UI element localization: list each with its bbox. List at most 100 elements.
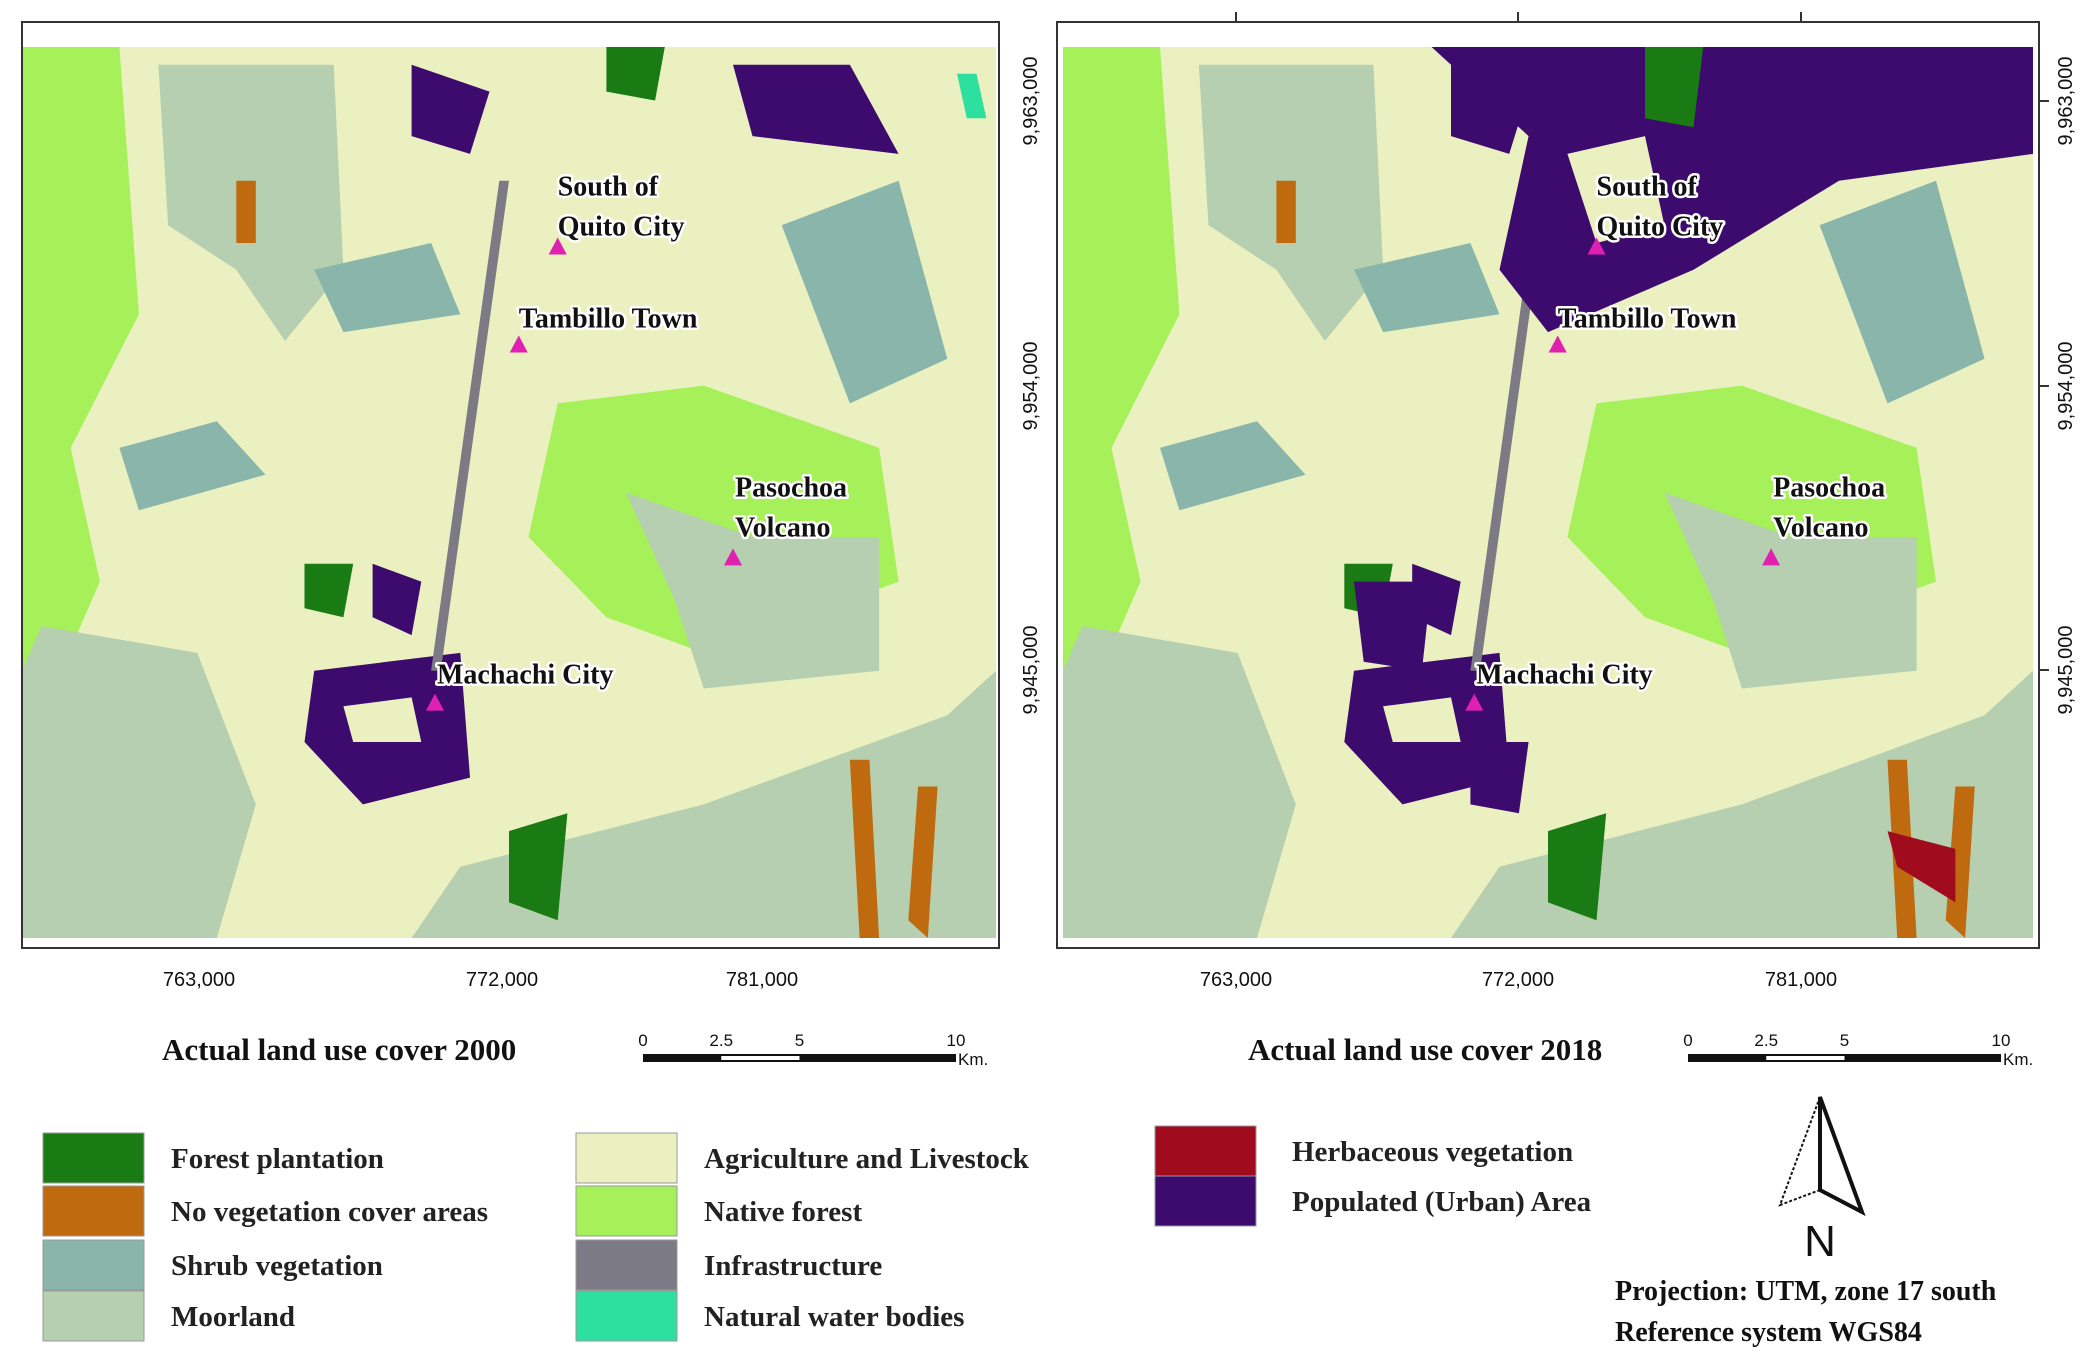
scale-unit: Km. (958, 1050, 988, 1069)
land-cover (781, 180, 948, 404)
place-label: Volcano (1773, 512, 1868, 543)
legend-swatch (42, 1132, 145, 1184)
scale-bar (1766, 1056, 1845, 1060)
land-cover (733, 64, 899, 154)
scale-unit: Km. (2003, 1050, 2033, 1069)
land-cover (1354, 243, 1500, 333)
place-marker (1465, 693, 1484, 711)
x-tick-label: 763,000 (163, 969, 235, 991)
land-cover (431, 180, 509, 671)
legend-swatch (575, 1290, 678, 1342)
place-label: Tambillo Town (519, 303, 698, 334)
x-tick-label: 772,000 (1482, 969, 1554, 991)
land-cover (1160, 421, 1306, 511)
y-tick-label: 9,954,000 (2055, 342, 2077, 431)
place-label: South of (1597, 171, 1698, 202)
place-marker (1587, 237, 1606, 255)
land-cover (625, 492, 880, 689)
x-tick-label: 781,000 (726, 969, 798, 991)
map-frame (21, 21, 1000, 949)
x-tick-label: 763,000 (1200, 969, 1272, 991)
map-frame (1056, 21, 2040, 949)
land-cover (849, 759, 880, 938)
land-cover (1063, 47, 1180, 760)
land-cover (1063, 626, 1296, 938)
note: Reference system WGS84 (1615, 1317, 1922, 1348)
y-tick-label: 9,963,000 (2055, 57, 2077, 146)
x-tick-label: 772,000 (466, 969, 538, 991)
place-label: Volcano (735, 512, 830, 543)
map (22, 47, 996, 938)
legend-label: Infrastructure (704, 1250, 882, 1282)
land-cover (119, 421, 266, 511)
legend-label: Herbaceous vegetation (1292, 1136, 1573, 1168)
land-cover (1887, 831, 1956, 903)
land-cover (22, 47, 139, 760)
place-label: South of (558, 171, 659, 202)
legend-swatch (575, 1185, 678, 1237)
y-tick-label: 9,963,000 (1020, 57, 1042, 146)
note: Projection: UTM, zone 17 south (1615, 1276, 1997, 1307)
legend-swatch (42, 1290, 145, 1342)
place-marker (548, 237, 567, 255)
land-cover (1567, 136, 1665, 243)
north-arrow (1778, 1096, 1866, 1217)
land-cover (1354, 581, 1432, 671)
legend-label: No vegetation cover areas (171, 1196, 488, 1228)
map-title: Actual land use cover 2018 (1248, 1032, 1602, 1067)
place-marker (425, 693, 444, 711)
land-cover (304, 563, 354, 618)
y-tick-label: 9,945,000 (2055, 626, 2077, 715)
legend-label: Agriculture and Livestock (704, 1143, 1030, 1175)
legend-swatch (1154, 1125, 1257, 1177)
legend-swatch (575, 1132, 678, 1184)
legend-label: Native forest (704, 1196, 862, 1228)
place-label: Tambillo Town (1558, 303, 1737, 334)
place-label: Quito City (1597, 211, 1724, 242)
scale-label: 2.5 (1754, 1031, 1778, 1050)
land-cover (1383, 697, 1461, 742)
legend-swatch (42, 1239, 145, 1291)
y-tick-label: 9,954,000 (1020, 342, 1042, 431)
land-cover (606, 47, 665, 101)
land-cover (343, 697, 422, 742)
scale-label: 0 (1683, 1031, 1692, 1050)
legend-swatch (575, 1239, 678, 1291)
place-label: Machachi City (1476, 660, 1653, 691)
land-cover (411, 64, 490, 154)
legend-label: Populated (Urban) Area (1292, 1186, 1592, 1218)
land-cover (509, 813, 568, 921)
legend-label: Moorland (171, 1301, 295, 1333)
land-cover (1431, 47, 2033, 333)
scale-label: 5 (1840, 1031, 1849, 1050)
land-cover (236, 180, 256, 243)
scale-label: 5 (795, 1031, 804, 1050)
place-marker (1762, 548, 1781, 566)
scale-label: 2.5 (709, 1031, 733, 1050)
land-cover (1548, 813, 1607, 921)
scale-label: 0 (638, 1031, 647, 1050)
place-label: Pasochoa (735, 472, 847, 503)
legend-label: Shrub vegetation (171, 1250, 383, 1282)
map (1063, 47, 2033, 938)
legend-swatch (42, 1185, 145, 1237)
place-marker (509, 335, 528, 353)
place-marker (724, 548, 743, 566)
map-title: Actual land use cover 2000 (162, 1032, 516, 1067)
y-tick-label: 9,945,000 (1020, 626, 1042, 715)
land-cover (372, 563, 422, 636)
land-cover (1470, 742, 1529, 814)
land-cover (22, 626, 256, 938)
north-label: N (1804, 1217, 1836, 1266)
land-cover (1645, 47, 1704, 128)
scale-bar (721, 1056, 800, 1060)
place-label: Pasochoa (1773, 472, 1885, 503)
legend-label: Forest plantation (171, 1143, 384, 1175)
x-tick-label: 781,000 (1765, 969, 1837, 991)
place-marker (1548, 335, 1567, 353)
scale-label: 10 (1992, 1031, 2011, 1050)
land-cover (957, 73, 987, 119)
place-label: Quito City (558, 211, 685, 242)
